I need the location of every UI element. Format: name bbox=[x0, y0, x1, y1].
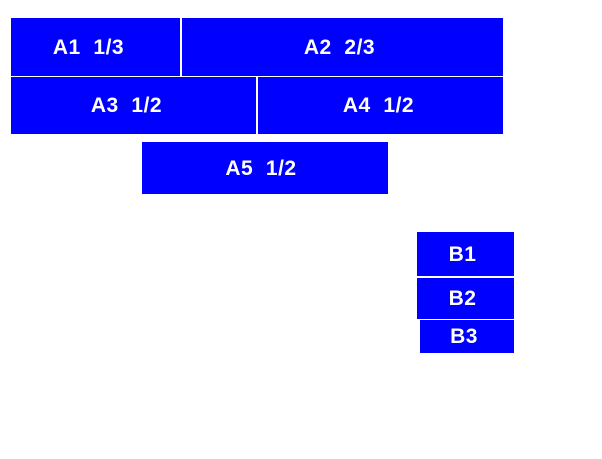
block-b3[interactable]: B3 bbox=[420, 320, 514, 353]
block-a2[interactable]: A2 2/3 bbox=[182, 18, 503, 76]
block-b1[interactable]: B1 bbox=[417, 232, 514, 276]
block-a4[interactable]: A4 1/2 bbox=[258, 77, 503, 134]
block-b2[interactable]: B2 bbox=[417, 278, 514, 319]
block-a3[interactable]: A3 1/2 bbox=[11, 77, 256, 134]
block-a5[interactable]: A5 1/2 bbox=[142, 142, 388, 194]
block-a1[interactable]: A1 1/3 bbox=[11, 18, 180, 76]
